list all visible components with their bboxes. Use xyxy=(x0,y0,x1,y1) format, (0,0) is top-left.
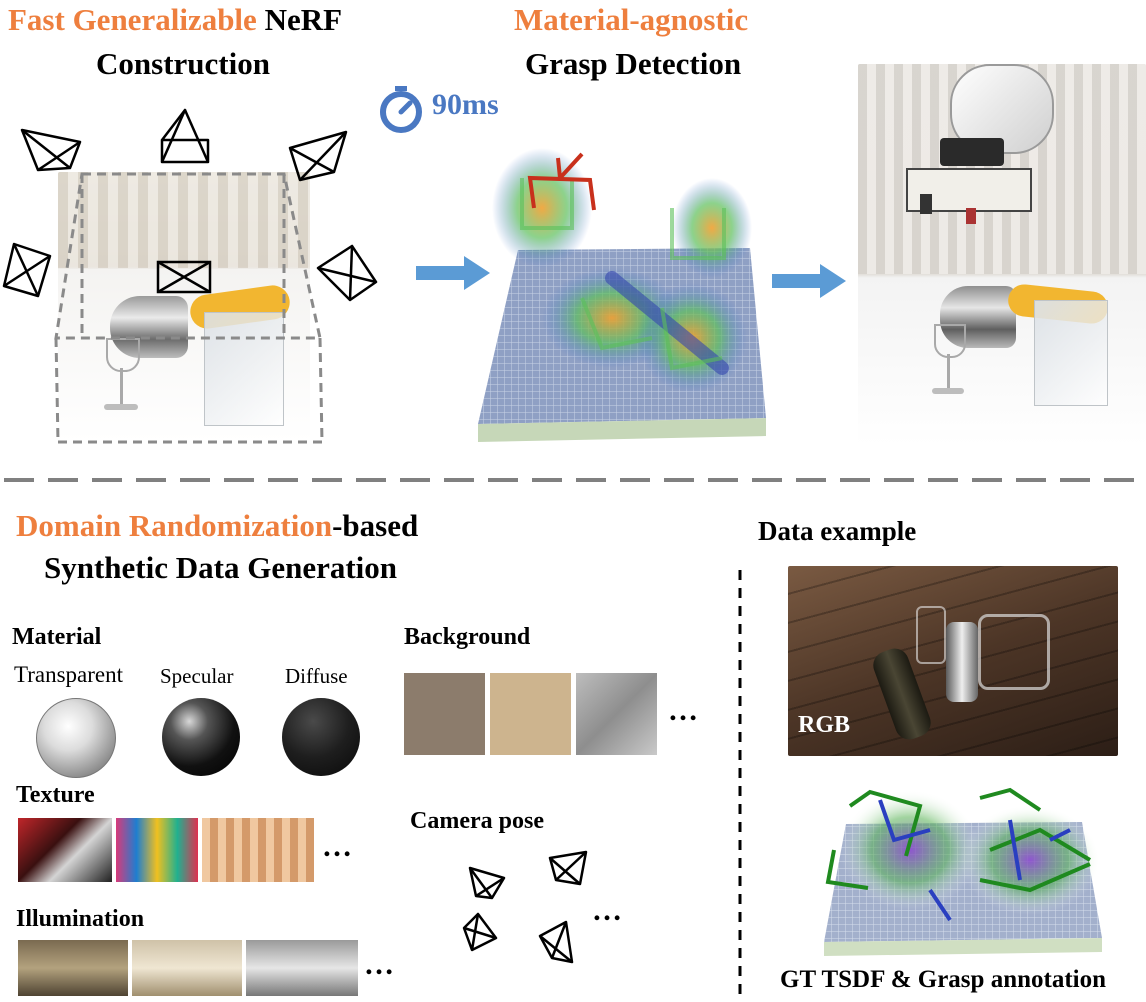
stopwatch-icon xyxy=(380,86,422,133)
dr-title-highlight: Domain Randomization xyxy=(16,508,333,543)
illumination-sample-2 xyxy=(132,940,242,996)
background-sample-3 xyxy=(576,673,657,755)
background-ellipsis: … xyxy=(668,694,701,727)
section-divider xyxy=(4,478,1142,482)
texture-ellipsis: … xyxy=(322,830,355,863)
diffuse-sphere xyxy=(282,698,360,776)
nerf-title: Fast Generalizable NeRF xyxy=(8,0,342,40)
background-sample-2 xyxy=(490,673,571,755)
background-sample-1 xyxy=(404,673,485,755)
texture-sample-2 xyxy=(116,818,198,882)
texture-sample-3 xyxy=(202,818,314,882)
rgb-sample-photo xyxy=(788,566,1118,756)
camera-pose-icons xyxy=(462,850,588,964)
grasp-title-line2: Grasp Detection xyxy=(525,46,742,81)
nerf-title-line2: Construction xyxy=(96,46,270,81)
nerf-scene-photo xyxy=(58,172,310,442)
illumination-ellipsis: … xyxy=(364,948,397,981)
robot-grasp-photo xyxy=(858,64,1146,446)
material-diffuse-label: Diffuse xyxy=(285,664,348,688)
specular-sphere xyxy=(162,698,240,776)
timer-text: 90ms xyxy=(432,88,499,121)
arrow-right-icon xyxy=(772,264,846,298)
arrow-right-icon xyxy=(416,256,490,290)
background-heading: Background xyxy=(404,624,531,650)
camera-pose-ellipsis: … xyxy=(592,894,625,927)
dr-title-rest: -based xyxy=(332,508,419,543)
illumination-sample-1 xyxy=(18,940,128,996)
illumination-heading: Illumination xyxy=(16,906,145,932)
dr-title: Domain Randomization-based xyxy=(16,506,418,546)
material-transparent-label: Transparent xyxy=(14,662,124,687)
nerf-title-rest: NeRF xyxy=(256,2,343,37)
texture-sample-1 xyxy=(18,818,112,882)
vertical-divider xyxy=(738,570,742,1002)
grasp-title-highlight: Material-agnostic xyxy=(514,2,749,37)
nerf-camera-frustum xyxy=(2,108,378,444)
gt-caption: GT TSDF & Grasp annotation xyxy=(780,966,1107,993)
camera-pose-heading: Camera pose xyxy=(410,808,544,834)
tsdf-grasp-volume xyxy=(478,148,766,442)
data-example-heading: Data example xyxy=(758,516,917,546)
illumination-sample-3 xyxy=(246,940,358,996)
gt-tsdf-grasp-volume xyxy=(824,787,1102,956)
texture-heading: Texture xyxy=(16,782,95,808)
nerf-title-highlight: Fast Generalizable xyxy=(8,2,257,37)
dr-title-line2: Synthetic Data Generation xyxy=(44,550,398,585)
material-specular-label: Specular xyxy=(160,664,234,688)
material-heading: Material xyxy=(12,624,102,650)
transparent-sphere xyxy=(36,698,116,778)
rgb-label: RGB xyxy=(798,712,851,738)
